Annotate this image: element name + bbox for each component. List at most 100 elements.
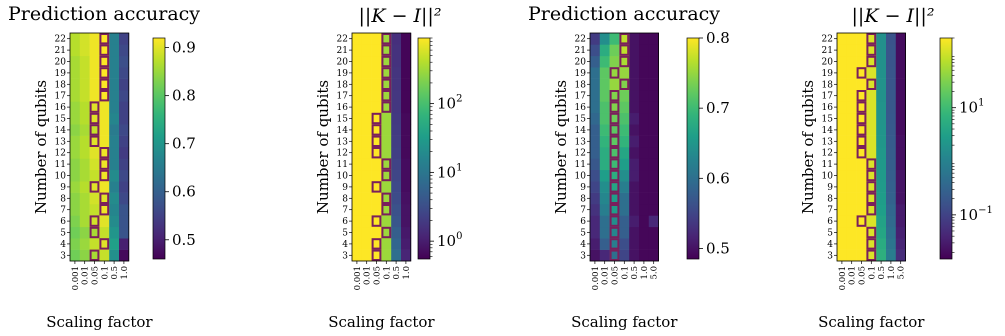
heatmap-cell xyxy=(89,90,100,102)
best-cell-marker xyxy=(99,158,110,170)
heatmap-cell xyxy=(352,238,363,250)
heatmap-cell xyxy=(886,192,897,205)
best-cell-marker xyxy=(99,204,110,216)
y-tick-label: 15 xyxy=(55,115,67,125)
colorbar xyxy=(417,37,431,260)
heatmap-cell xyxy=(619,78,630,91)
heatmap-cell xyxy=(371,192,382,205)
best-cell-marker xyxy=(371,147,382,159)
heatmap-cell xyxy=(846,135,857,148)
heatmap-cell xyxy=(70,67,81,79)
heatmap-cell xyxy=(109,181,120,193)
heatmap-cell xyxy=(895,169,906,182)
heatmap-cell xyxy=(886,33,897,45)
y-tick-label: 17 xyxy=(337,92,349,102)
heatmap-cell xyxy=(79,226,90,239)
heatmap-cell xyxy=(609,101,620,114)
heatmap-cell xyxy=(79,78,90,91)
heatmap-cell xyxy=(371,204,382,216)
heatmap-cell xyxy=(371,169,382,182)
heatmap-cell xyxy=(361,101,372,114)
heatmap-cell xyxy=(79,181,90,193)
y-tick-label: 4 xyxy=(580,240,586,250)
heatmap-cell xyxy=(361,192,372,205)
best-cell-marker xyxy=(371,135,382,148)
heatmap-cell xyxy=(119,226,130,239)
heatmap-cell xyxy=(401,101,412,114)
y-tick-label: 16 xyxy=(55,103,67,113)
y-tick-label: 11 xyxy=(575,160,586,170)
best-cell-marker xyxy=(866,192,877,205)
heatmap-cell xyxy=(876,44,887,57)
best-cell-marker xyxy=(609,135,620,148)
heatmap-cell xyxy=(119,169,130,182)
heatmap-cell xyxy=(846,44,857,57)
heatmap-cell xyxy=(619,169,630,182)
heatmap-cell xyxy=(609,112,620,125)
heatmap-cell xyxy=(70,135,81,148)
best-cell-marker xyxy=(856,112,867,125)
y-tick-label: 20 xyxy=(337,58,349,68)
heatmap-cell xyxy=(609,44,620,57)
heatmap-cell xyxy=(391,238,402,250)
heatmap-cell xyxy=(99,181,110,193)
x-tick-label: 0.05 xyxy=(373,266,383,285)
heatmap-cell xyxy=(648,67,659,79)
best-cell-marker xyxy=(609,192,620,205)
heatmap-cell xyxy=(371,249,382,262)
colorbar-tick-label: 101 xyxy=(959,98,984,117)
y-tick-label: 9 xyxy=(342,183,348,193)
best-cell-marker xyxy=(371,112,382,125)
y-tick-label: 10 xyxy=(575,172,587,182)
heatmap-cell xyxy=(371,215,382,228)
colorbar-tick-label: 0.8 xyxy=(172,87,196,105)
heatmap-cell xyxy=(599,204,610,216)
x-tick-label: 0.01 xyxy=(848,266,858,285)
heatmap-cell xyxy=(866,181,877,193)
heatmap-frame xyxy=(69,32,130,262)
best-cell-marker xyxy=(856,215,867,227)
best-cell-marker xyxy=(609,181,620,193)
heatmap-cell xyxy=(886,249,897,262)
heatmap-cell xyxy=(639,101,650,114)
best-cell-marker xyxy=(619,55,630,68)
heatmap-cell xyxy=(391,55,402,68)
heatmap-cell xyxy=(361,67,372,79)
y-tick-label: 14 xyxy=(575,126,587,136)
heatmap-cell xyxy=(381,238,392,250)
best-cell-marker xyxy=(381,44,392,56)
heatmap-cell xyxy=(371,55,382,68)
heatmap-cell xyxy=(109,169,120,182)
heatmap-cell xyxy=(876,204,887,216)
heatmap-cell xyxy=(352,249,363,262)
heatmap-cell xyxy=(590,67,601,79)
heatmap-cell xyxy=(639,249,650,262)
heatmap-cell xyxy=(648,169,659,182)
heatmap-cell xyxy=(70,44,81,57)
y-tick-label: 14 xyxy=(337,126,349,136)
heatmap-cell xyxy=(599,181,610,193)
heatmap-cell xyxy=(876,181,887,193)
heatmap-cell xyxy=(371,44,382,57)
heatmap-cell xyxy=(866,238,877,250)
heatmap-cell xyxy=(876,158,887,171)
heatmap-cell xyxy=(866,204,877,216)
heatmap-cell xyxy=(401,238,412,250)
heatmap-cell xyxy=(89,135,100,148)
x-tick-label: 0.001 xyxy=(838,266,848,290)
heatmap-cell xyxy=(639,55,650,68)
heatmap-cell xyxy=(79,215,90,228)
x-tick-label: 0.5 xyxy=(110,266,120,280)
heatmap-cell xyxy=(648,124,659,136)
heatmap-cell xyxy=(361,33,372,45)
best-cell-marker xyxy=(99,55,110,68)
heatmap-cell xyxy=(70,33,81,45)
heatmap-cell xyxy=(846,192,857,205)
best-cell-marker xyxy=(856,124,867,136)
y-tick-label: 12 xyxy=(55,149,66,159)
heatmap-cell xyxy=(837,192,848,205)
best-cell-marker xyxy=(619,78,630,90)
heatmap-cell xyxy=(846,124,857,136)
best-cell-marker xyxy=(609,249,620,262)
heatmap-cell xyxy=(401,249,412,262)
